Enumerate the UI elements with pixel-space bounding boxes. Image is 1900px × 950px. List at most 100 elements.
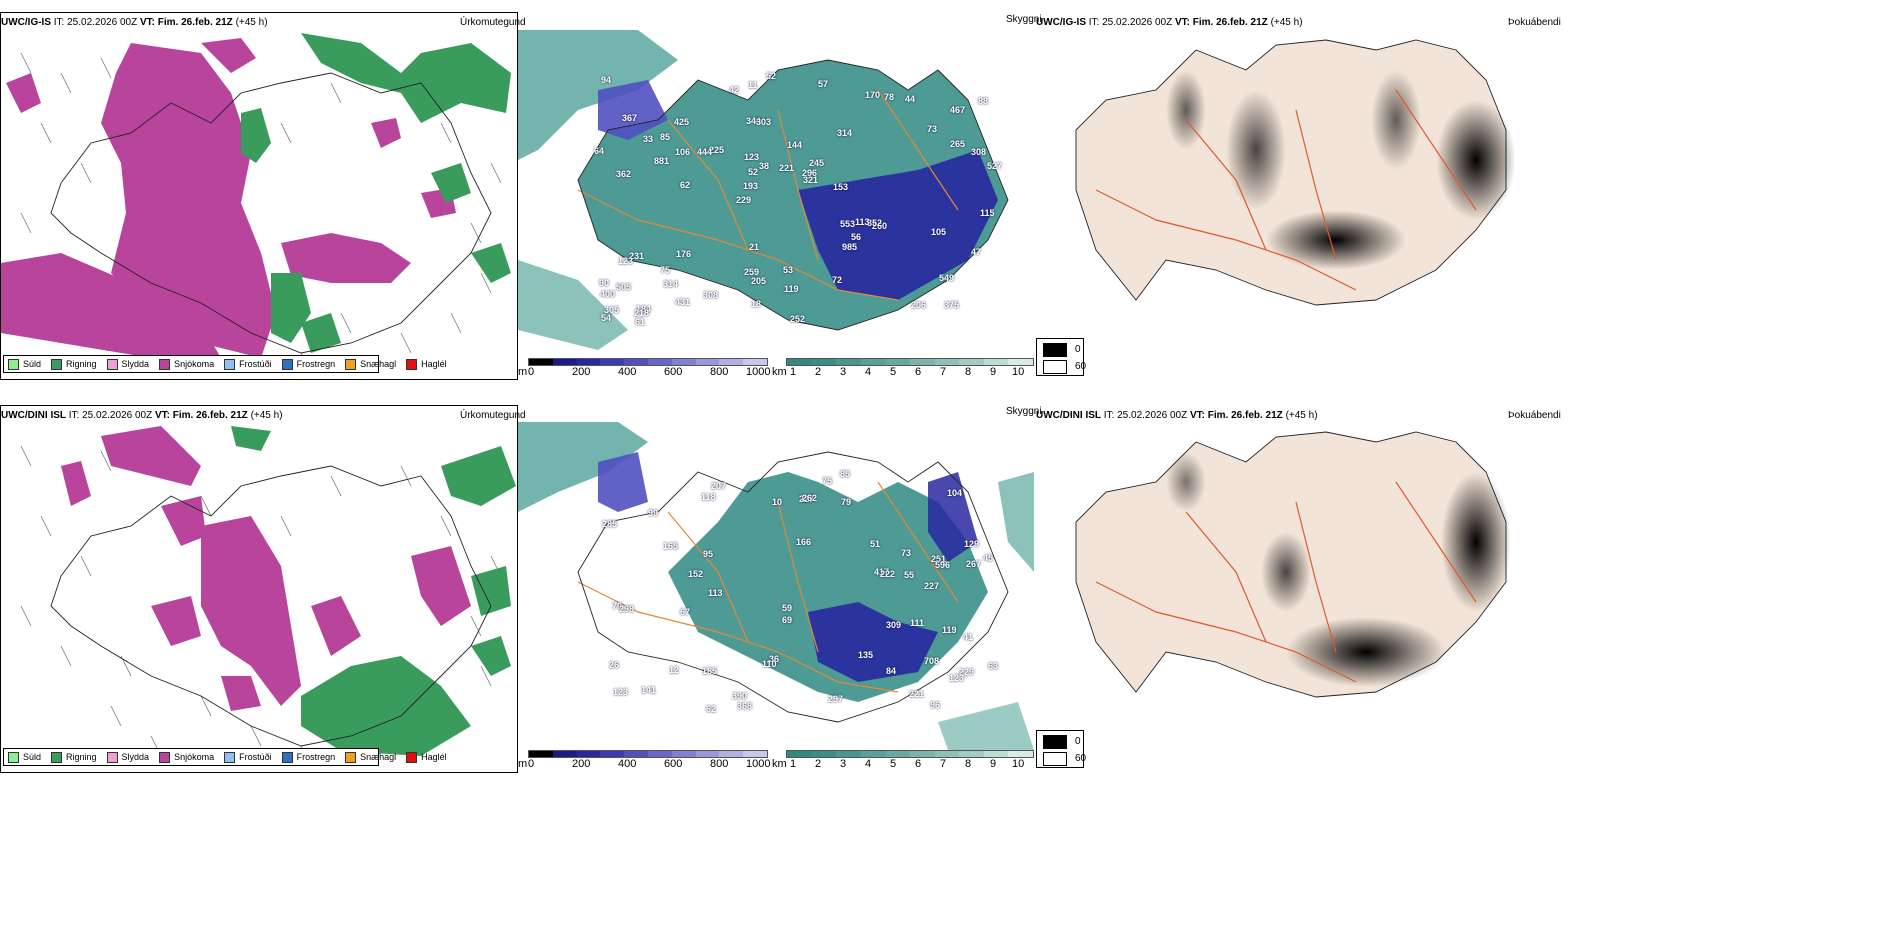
height-tick: 800: [710, 758, 729, 770]
precip-legend: Súld Rigning Slydda Snjókoma Frostúði Fr…: [3, 748, 447, 766]
height-value-label: 62: [706, 704, 717, 714]
precip-type-map: [1, 33, 511, 374]
height-value-label: 44: [905, 94, 916, 104]
visibility-map: [518, 30, 1009, 350]
height-value-label: 227: [799, 494, 815, 504]
height-value-label: 267: [966, 559, 982, 569]
swatch: [281, 751, 293, 763]
legend-item-hagel: Haglél: [406, 751, 447, 763]
height-value-label: 59: [782, 603, 793, 613]
height-labels: 708 129 229 166 123 207 251 185 104 165 267 285 227 3…: [518, 422, 1034, 750]
height-value-label: 309: [886, 620, 902, 630]
height-value-label: 352: [867, 218, 883, 228]
legend-label: Frostregn: [296, 752, 336, 762]
model-name: UWC/IG-IS: [1, 17, 51, 28]
legend-label: Snjókoma: [174, 359, 215, 369]
swatch: [224, 751, 236, 763]
fog-label: 0: [1075, 736, 1081, 747]
panel-title-precip-row2: Úrkomutegund: [460, 410, 526, 421]
height-value-label: 207: [711, 481, 727, 491]
vt-value: Fim. 26.feb. 21Z: [172, 410, 248, 421]
lead-time: (+45 h): [1285, 410, 1318, 421]
vis-unit: km: [772, 366, 787, 378]
height-value-label: 106: [675, 147, 691, 157]
legend-item-rigning: Rigning: [51, 751, 97, 763]
lead-time: (+45 h): [235, 17, 268, 28]
height-value-label: 444: [697, 147, 713, 157]
height-value-label: 67: [680, 607, 691, 617]
legend-item-rigning: Rigning: [51, 358, 97, 370]
height-value-label: 42: [729, 85, 740, 95]
height-value-label: 118: [701, 492, 716, 502]
height-value-label: 69: [782, 615, 793, 625]
legend-label: Súld: [23, 359, 42, 369]
vt-label: VT:: [139, 17, 155, 28]
height-value-label: 708: [924, 656, 940, 666]
panel-title-vis-row1: Skyggni: [1006, 14, 1042, 25]
height-tick: 800: [710, 366, 729, 378]
legend-label: Frostúði: [239, 359, 272, 369]
vis-tick: 10: [1012, 758, 1025, 770]
height-value-label: 305: [604, 305, 620, 315]
swatch: [106, 751, 118, 763]
height-value-label: 38: [759, 161, 770, 171]
height-value-label: 70: [612, 601, 623, 611]
height-value-label: 390: [732, 691, 748, 701]
roads: [577, 89, 959, 301]
legend-item-snaehagl: Snæhagl: [345, 358, 397, 370]
panel-title-fog-row2: Þokuábendi: [1508, 410, 1561, 421]
legend-label: Frostregn: [296, 359, 336, 369]
height-value-label: 170: [865, 90, 881, 100]
fog-map: [1075, 39, 1516, 306]
height-value-label: 245: [809, 158, 825, 168]
vt-label: VT:: [154, 410, 170, 421]
height-tick: 400: [618, 758, 637, 770]
height-value-label: 205: [751, 276, 767, 286]
legend-label: Snæhagl: [360, 359, 397, 369]
fog-swatch-0: [1043, 343, 1067, 357]
height-value-label: 90: [599, 278, 610, 288]
height-value-label: 285: [602, 519, 618, 529]
vis-scale-bar: [786, 750, 1034, 758]
fog-swatch-60: [1043, 752, 1067, 766]
height-value-label: 21: [749, 242, 760, 252]
height-value-label: 431: [675, 297, 691, 307]
height-value-label: 61: [635, 317, 646, 327]
height-value-label: 467: [950, 105, 966, 115]
height-value-label: 41: [963, 632, 974, 642]
rain-areas: [231, 426, 516, 756]
height-value-label: 314: [663, 279, 679, 289]
it-label: IT:: [53, 17, 65, 28]
fog-legend-row1: 0 60: [1036, 338, 1086, 376]
legend-label: Snæhagl: [360, 752, 397, 762]
height-value-label: 95: [703, 549, 714, 559]
panel-title-fog-row1: Þokuábendi: [1508, 17, 1561, 28]
height-value-label: 296: [802, 168, 818, 178]
height-value-label: 144: [787, 140, 803, 150]
height-value-label: 119: [942, 625, 957, 635]
height-value-label: 298: [619, 604, 635, 614]
height-value-label: 153: [833, 182, 849, 192]
vis-scale-bar: [786, 358, 1034, 366]
vis-tick: 7: [940, 758, 947, 770]
legend-item-snjokoma: Snjókoma: [159, 358, 215, 370]
height-value-label: 85: [840, 469, 851, 479]
height-value-label: 166: [796, 537, 812, 547]
legend-item-frostregn: Frostregn: [281, 751, 336, 763]
height-value-label: 11: [748, 80, 758, 90]
fog-swatch-0: [1043, 735, 1067, 749]
vis-tick: 2: [815, 758, 822, 770]
vis-tick: 9: [990, 758, 997, 770]
height-tick: 0: [528, 758, 535, 770]
height-value-label: 111: [910, 618, 925, 628]
precip-legend: Súld Rigning Slydda Snjókoma Frostúði Fr…: [3, 355, 447, 373]
legend-item-frostudi: Frostúði: [224, 751, 272, 763]
height-value-label: 104: [947, 488, 963, 498]
height-value-label: 229: [736, 195, 752, 205]
legend-label: Súld: [23, 752, 42, 762]
height-value-label: 18: [751, 299, 762, 309]
height-tick: 200: [572, 758, 591, 770]
height-value-label: 321: [803, 175, 819, 185]
vis-tick: 8: [965, 366, 972, 378]
fog-panel-row1: [1036, 30, 1554, 350]
